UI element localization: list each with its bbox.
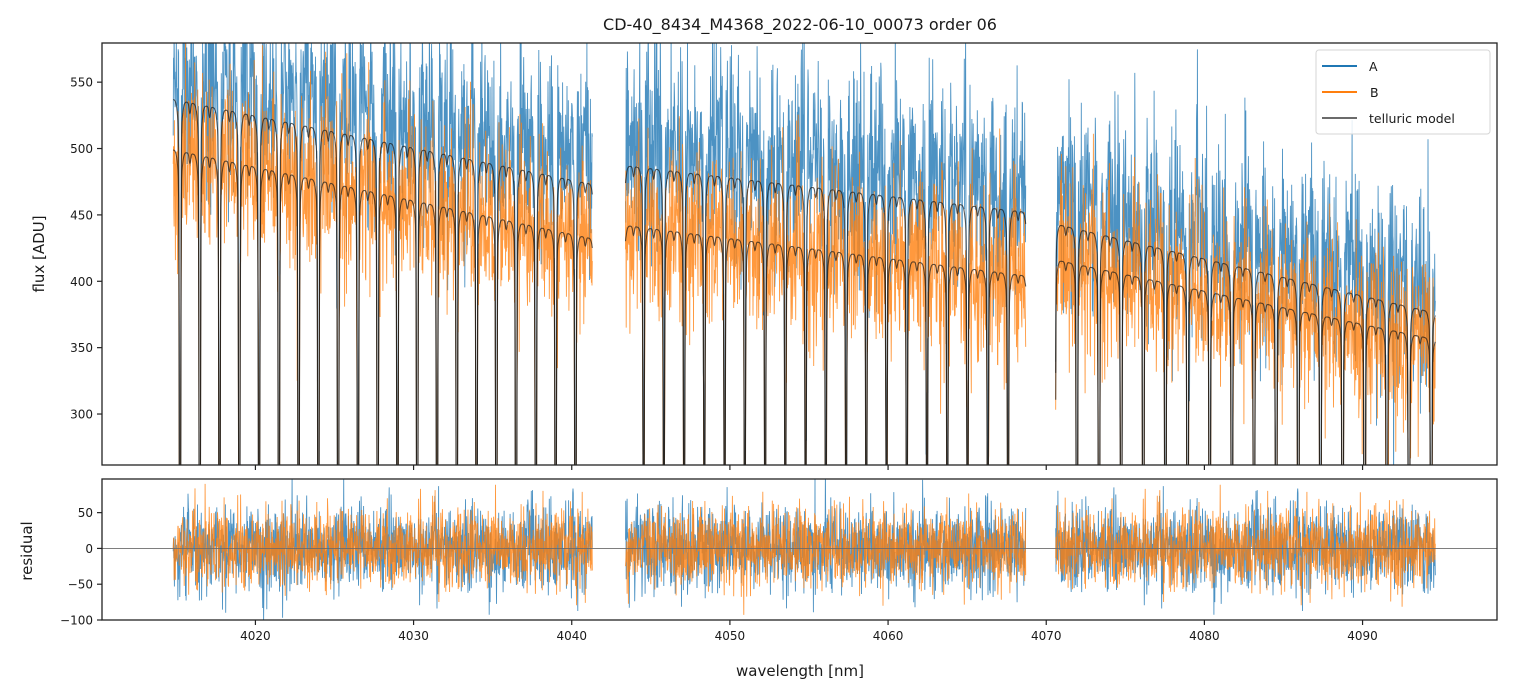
residual-x-ticks: 4020 4030 4040 4050 4060 4070 4080 4090 [240,620,1378,643]
x-tick-label: 4030 [398,629,429,643]
legend-label-B: B [1370,85,1379,100]
x-tick-label: 4050 [715,629,746,643]
x-tick-label: 4040 [556,629,587,643]
telluric-model-A-line [173,98,1436,465]
y-tick-label: −50 [68,578,93,592]
y-tick-label: 500 [70,142,93,156]
y-tick-label: 0 [85,542,93,556]
flux-axes-frame [101,42,1498,466]
x-axis-label: wavelength [nm] [736,662,864,680]
residual-axes-frame [101,478,1498,621]
x-tick-label: 4060 [873,629,904,643]
legend-label-telluric-model: telluric model [1369,111,1455,126]
legend-label-A: A [1369,59,1378,74]
y-tick-label: 50 [78,506,93,520]
flux-y-ticks: 300 350 400 450 500 550 [70,76,102,422]
legend-box [1315,49,1491,135]
telluric-model-B-line [173,149,1436,465]
residual-y-ticks: −100 −50 0 50 [60,506,102,628]
flux-y-axis-label: flux [ADU] [30,215,48,292]
residual-y-axis-label: residual [18,521,36,580]
x-tick-label: 4080 [1189,629,1220,643]
y-tick-label: 550 [70,76,93,90]
y-tick-label: 400 [70,275,93,289]
y-tick-label: 350 [70,341,93,355]
chart-title: CD-40_8434_M4368_2022-06-10_00073 order … [603,15,997,35]
legend: A B telluric model [1315,49,1491,135]
y-tick-label: 300 [70,408,93,422]
x-tick-label: 4090 [1347,629,1378,643]
y-tick-label: 450 [70,208,93,222]
y-tick-label: −100 [60,614,93,628]
x-tick-label: 4070 [1031,629,1062,643]
flux-panel: 300 350 400 450 500 550 flux [ADU] A B tellur… [30,42,1498,470]
x-tick-label: 4020 [240,629,271,643]
flux-x-ticks [254,465,1364,470]
